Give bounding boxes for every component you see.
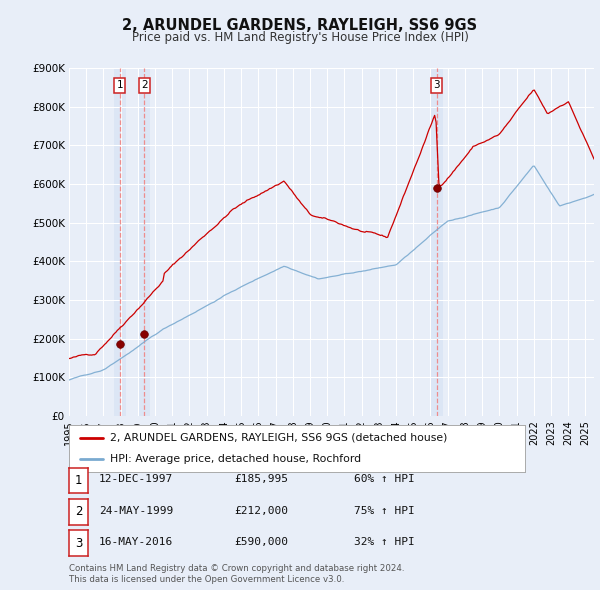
Text: HPI: Average price, detached house, Rochford: HPI: Average price, detached house, Roch… — [110, 454, 361, 464]
Text: £590,000: £590,000 — [234, 537, 288, 547]
Text: This data is licensed under the Open Government Licence v3.0.: This data is licensed under the Open Gov… — [69, 575, 344, 584]
Text: 2: 2 — [75, 505, 82, 518]
Text: £212,000: £212,000 — [234, 506, 288, 516]
Text: 75% ↑ HPI: 75% ↑ HPI — [354, 506, 415, 516]
Text: Price paid vs. HM Land Registry's House Price Index (HPI): Price paid vs. HM Land Registry's House … — [131, 31, 469, 44]
Text: 1: 1 — [116, 80, 123, 90]
Bar — [139, 68, 151, 416]
Bar — [431, 68, 443, 416]
Text: 12-DEC-1997: 12-DEC-1997 — [99, 474, 173, 484]
Text: 16-MAY-2016: 16-MAY-2016 — [99, 537, 173, 547]
Text: 2: 2 — [141, 80, 148, 90]
Text: Contains HM Land Registry data © Crown copyright and database right 2024.: Contains HM Land Registry data © Crown c… — [69, 565, 404, 573]
Text: 3: 3 — [434, 80, 440, 90]
Text: 3: 3 — [75, 536, 82, 549]
Text: 2, ARUNDEL GARDENS, RAYLEIGH, SS6 9GS: 2, ARUNDEL GARDENS, RAYLEIGH, SS6 9GS — [122, 18, 478, 32]
Text: 60% ↑ HPI: 60% ↑ HPI — [354, 474, 415, 484]
Bar — [114, 68, 126, 416]
Text: 2, ARUNDEL GARDENS, RAYLEIGH, SS6 9GS (detached house): 2, ARUNDEL GARDENS, RAYLEIGH, SS6 9GS (d… — [110, 432, 448, 442]
Text: 1: 1 — [75, 474, 82, 487]
Text: £185,995: £185,995 — [234, 474, 288, 484]
Text: 32% ↑ HPI: 32% ↑ HPI — [354, 537, 415, 547]
Text: 24-MAY-1999: 24-MAY-1999 — [99, 506, 173, 516]
